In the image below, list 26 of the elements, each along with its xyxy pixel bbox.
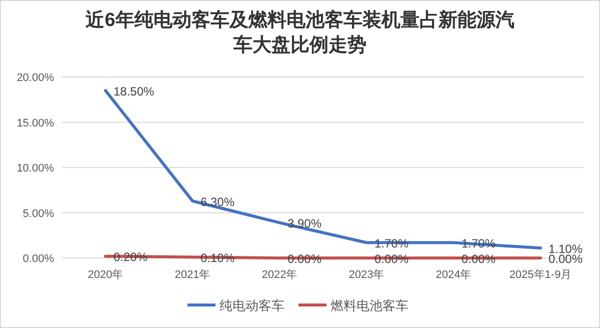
x-tick-label: 2024年 [436,269,472,281]
data-label: 1.70% [374,236,409,251]
chart-title: 近6年纯电动客车及燃料电池客车装机量占新能源汽车大盘比例走势 [85,8,515,58]
data-label: 0.20% [114,250,148,264]
data-label: 0.00% [374,252,409,266]
data-label: 0.00% [462,252,496,266]
x-tick-label: 2022年 [262,269,298,281]
line-series [104,89,542,250]
legend-label: 燃料电池客车 [330,298,408,313]
data-label: 0.00% [288,252,322,266]
legend-label: 纯电动客车 [220,298,284,313]
data-label: 6.30% [200,194,235,209]
y-tick-label: 15.00% [16,117,54,130]
data-label: 18.50% [114,84,155,99]
data-label: 1.70% [462,236,496,251]
data-label: 0.00% [548,252,583,266]
y-tick-label: 20.00% [16,72,54,84]
y-tick-label: 10.00% [16,162,54,174]
x-tick-label: 2021年 [174,269,210,281]
data-label: 3.90% [288,216,322,231]
x-tick-label: 2020年 [88,269,124,281]
data-label: 0.10% [200,251,235,266]
y-tick-label: 0.00% [22,253,54,265]
y-tick-label: 5.00% [22,208,54,220]
x-tick-label: 2025年1-9月 [509,269,572,281]
x-tick-label: 2023年 [348,269,384,281]
